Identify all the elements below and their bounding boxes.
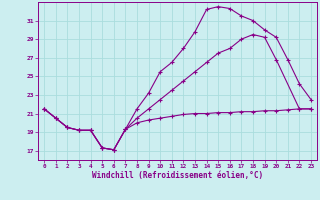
X-axis label: Windchill (Refroidissement éolien,°C): Windchill (Refroidissement éolien,°C) <box>92 171 263 180</box>
